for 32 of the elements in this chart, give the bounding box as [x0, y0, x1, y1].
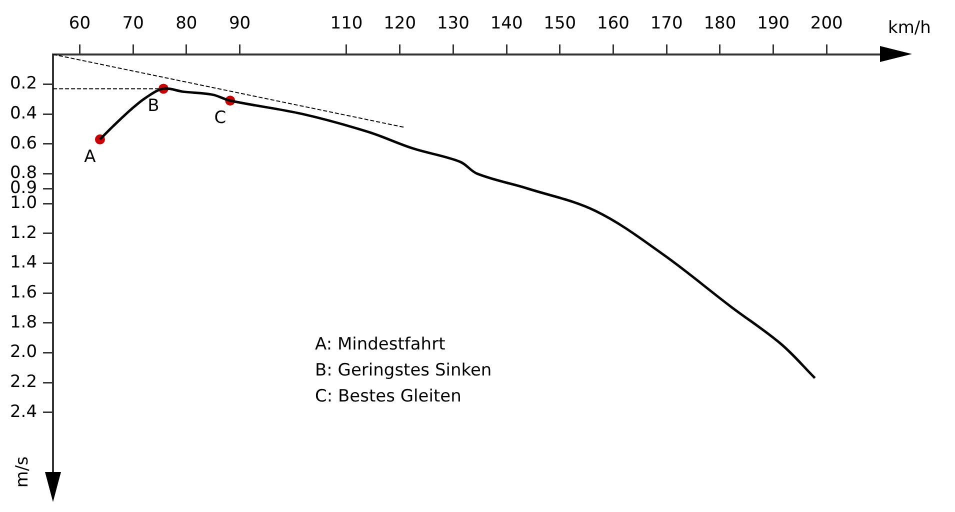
annotation: A [84, 146, 96, 167]
y-tick-label: 0.4 [10, 103, 38, 124]
x-tick-label: 120 [384, 14, 416, 34]
annotation: C [214, 108, 226, 128]
y-tick-label: 1.4 [10, 252, 38, 273]
y-tick-label: 1.8 [10, 312, 38, 332]
annotation: B: Geringstes Sinken [315, 360, 492, 380]
y-tick-label: 0.6 [10, 133, 38, 154]
x-tick-label: 80 [176, 14, 198, 34]
x-tick-label: 170 [650, 14, 683, 34]
x-tick-label: 190 [757, 14, 790, 34]
annotation: C: Bestes Gleiten [315, 386, 462, 406]
y-tick-label: 2.4 [10, 402, 38, 422]
y-tick-label: 2.0 [10, 342, 38, 362]
y-tick-label: 1.2 [10, 222, 38, 243]
x-tick-label: 70 [122, 14, 144, 34]
x-tick-label: 130 [436, 14, 470, 34]
annotation: A: Mindestfahrt [315, 334, 446, 354]
x-tick-label: 140 [490, 14, 523, 34]
annotation: B [148, 96, 160, 116]
x-tick-label: 90 [228, 14, 251, 34]
y-tick-label: 2.2 [10, 372, 38, 392]
x-tick-label: 160 [597, 14, 630, 34]
x-tick-label: 60 [68, 14, 91, 34]
x-tick-label: 180 [704, 14, 736, 34]
x-tick-label: 200 [810, 14, 843, 34]
y-axis-title: m/s [12, 456, 32, 488]
x-tick-label: 110 [330, 14, 363, 34]
y-tick-label: 1.6 [10, 282, 38, 302]
x-axis-title: km/h [888, 18, 931, 38]
x-tick-label: 150 [544, 14, 576, 34]
y-tick-label: 0.2 [10, 74, 38, 94]
